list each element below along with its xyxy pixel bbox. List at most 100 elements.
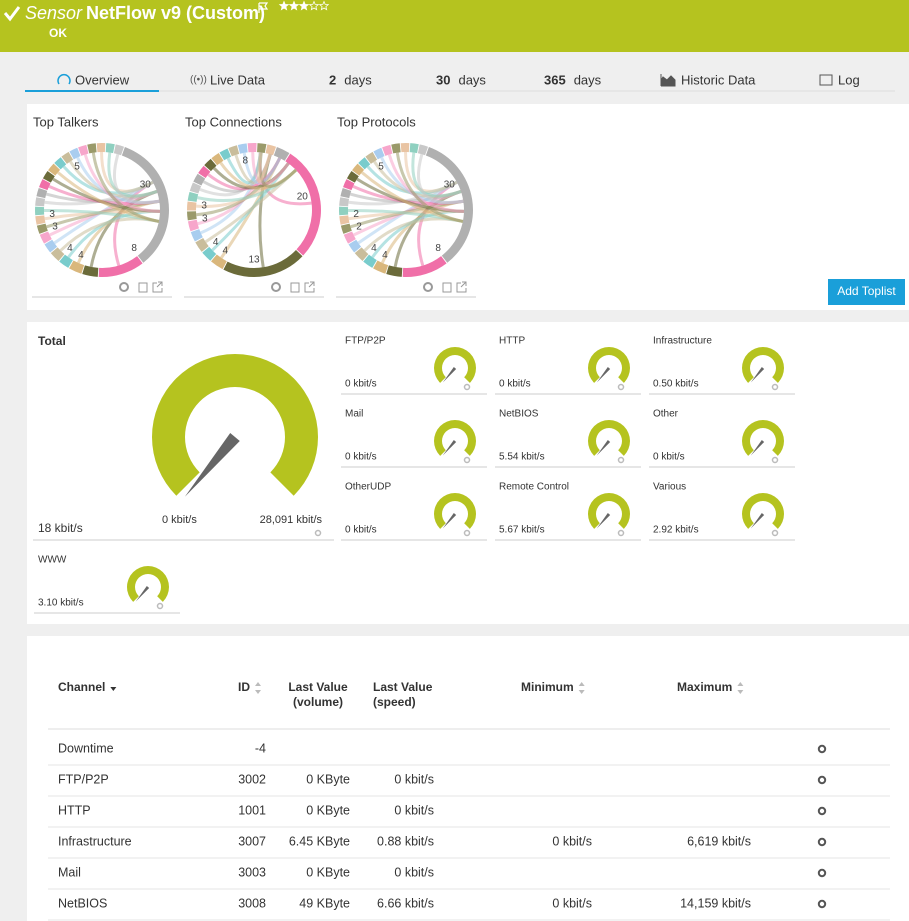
column-header[interactable]: Minimum — [521, 680, 574, 694]
gauge-value: 0 kbit/s — [345, 379, 377, 390]
gauge-settings[interactable] — [463, 456, 471, 464]
table-cell: 6.66 kbit/s — [377, 896, 434, 910]
open-icon[interactable] — [152, 281, 163, 293]
tab-label[interactable]: Overview — [75, 72, 130, 87]
chord-ring — [402, 256, 447, 277]
tab-label[interactable]: days — [574, 72, 602, 87]
chord-label: 4 — [382, 250, 388, 261]
sort-arrows — [578, 682, 585, 694]
gauge-title: OtherUDP — [345, 482, 391, 493]
chord-label: 3 — [49, 209, 55, 220]
star[interactable] — [298, 0, 310, 11]
add-toplist-label[interactable]: Add Toplist — [837, 284, 896, 298]
gauge-value: 0.50 kbit/s — [653, 379, 699, 390]
gauge-settings[interactable] — [156, 602, 164, 610]
priority-stars[interactable] — [278, 0, 330, 11]
settings-icon[interactable] — [119, 282, 129, 292]
chord-ring — [211, 254, 227, 270]
tab-number[interactable]: 365 — [544, 72, 566, 87]
gauge-settings[interactable] — [617, 456, 625, 464]
chord-ring — [54, 157, 67, 170]
star[interactable] — [318, 0, 330, 11]
gauge-arc — [434, 347, 477, 383]
table-cell: 0 kbit/s — [552, 834, 592, 848]
chord — [416, 153, 464, 204]
chord-ring — [35, 197, 46, 207]
delete-icon[interactable] — [442, 282, 452, 293]
settings-icon[interactable] — [423, 282, 433, 292]
sensor-name: NetFlow v9 (Custom) — [86, 3, 265, 23]
gauge-needle — [442, 367, 457, 383]
column-header[interactable]: Last Value (volume) — [288, 680, 348, 709]
chord-ring — [195, 237, 209, 252]
row-settings[interactable] — [817, 868, 827, 878]
gauge-settings[interactable] — [463, 383, 471, 391]
chord-label: 4 — [371, 243, 377, 254]
column-header[interactable]: Last Value (speed) — [373, 680, 433, 709]
chord-ring — [425, 147, 473, 263]
chord-ring — [386, 265, 403, 277]
tab-label[interactable]: Log — [838, 72, 860, 87]
table-cell: 3007 — [238, 834, 266, 848]
gauge-needle — [135, 586, 150, 602]
star[interactable] — [308, 0, 320, 11]
gauge-settings[interactable] — [617, 529, 625, 537]
tab-label[interactable]: Historic Data — [681, 72, 756, 87]
tab-label[interactable]: Live Data — [210, 72, 266, 87]
gauge-settings[interactable] — [771, 383, 779, 391]
chord-ring — [358, 157, 371, 170]
chord — [395, 152, 464, 223]
open-icon[interactable] — [304, 281, 315, 293]
chord-ring — [69, 260, 85, 274]
tab-number[interactable]: 2 — [329, 72, 336, 87]
row-settings[interactable] — [817, 744, 827, 754]
chord-ring — [190, 229, 203, 242]
column-header[interactable]: Maximum — [677, 680, 732, 694]
table-cell: 0.88 kbit/s — [377, 834, 434, 848]
gauge-settings[interactable] — [314, 529, 322, 537]
delete-icon[interactable] — [290, 282, 300, 293]
delete-icon[interactable] — [138, 282, 148, 293]
settings-icon[interactable] — [271, 282, 281, 292]
chord-ring — [121, 147, 169, 263]
gauge-settings[interactable] — [617, 383, 625, 391]
table-cell: NetBIOS — [58, 896, 107, 910]
chord-ring — [204, 158, 217, 172]
chord-ring — [339, 215, 350, 225]
tab-number[interactable]: 30 — [436, 72, 450, 87]
chord-ring — [382, 144, 393, 156]
row-settings[interactable] — [817, 837, 827, 847]
chord-ring — [343, 231, 356, 244]
header-bar — [0, 0, 909, 52]
chord-ring — [373, 147, 385, 160]
row-settings[interactable] — [817, 775, 827, 785]
gauge-settings[interactable] — [771, 529, 779, 537]
add-toplist-button[interactable] — [828, 279, 905, 305]
chord — [91, 152, 160, 223]
gauge-settings[interactable] — [771, 456, 779, 464]
open-icon[interactable] — [456, 281, 467, 293]
chord-ring — [339, 206, 349, 216]
chord-ring — [363, 254, 377, 268]
gauge-settings[interactable] — [463, 529, 471, 537]
tab-label[interactable]: days — [344, 72, 372, 87]
chord-ring — [228, 145, 240, 157]
row-settings[interactable] — [817, 899, 827, 909]
column-header[interactable]: ID — [238, 680, 250, 694]
chord-label: 20 — [297, 192, 309, 203]
tab-label[interactable]: days — [458, 72, 486, 87]
gauge-title: Other — [653, 409, 679, 420]
column-header[interactable]: Channel — [58, 680, 105, 694]
gauge-arc — [434, 493, 477, 529]
star[interactable] — [288, 0, 300, 11]
row-settings[interactable] — [817, 806, 827, 816]
chord-ring — [373, 260, 389, 274]
chord-ring — [78, 144, 89, 156]
star[interactable] — [278, 0, 290, 11]
table-cell: 0 kbit/s — [394, 865, 434, 879]
gauge-arc — [742, 347, 785, 383]
chord-ring — [42, 171, 55, 183]
flag-icon[interactable] — [258, 2, 269, 13]
